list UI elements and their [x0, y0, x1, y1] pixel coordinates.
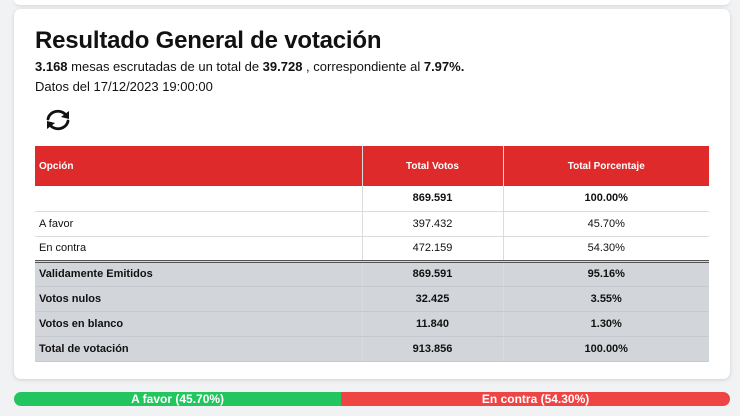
row-votes: 11.840 [361, 311, 503, 337]
table-row-total: 869.591 100.00% [35, 186, 709, 212]
page-title: Resultado General de votación [35, 27, 382, 54]
summary-row: Votos en blanco 11.840 1.30% [35, 311, 709, 337]
scrutiny-summary: 3.168 mesas escrutadas de un total de 39… [35, 59, 464, 74]
results-table: Opción Total Votos Total Porcentaje 869.… [35, 146, 709, 362]
column-header-percent: Total Porcentaje [502, 146, 709, 186]
summary-text-2: , correspondiente al [302, 59, 424, 74]
table-row: En contra 472.159 54.30% [35, 236, 709, 262]
row-option: Votos en blanco [35, 311, 362, 337]
row-percent: 95.16% [502, 259, 709, 287]
mesas-escrutadas-count: 3.168 [35, 59, 68, 74]
summary-row: Votos nulos 32.425 3.55% [35, 286, 709, 312]
scrutiny-percent: 7.97%. [423, 59, 465, 74]
row-option: En contra [35, 236, 362, 262]
refresh-button[interactable] [42, 107, 74, 133]
row-votes: 869.591 [361, 259, 503, 287]
row-option [35, 186, 362, 212]
row-votes: 913.856 [361, 336, 503, 362]
row-votes: 869.591 [361, 186, 503, 212]
row-votes: 32.425 [361, 286, 503, 312]
column-header-votes: Total Votos [361, 146, 503, 186]
contra-segment: En contra (54.30%) [341, 392, 730, 406]
row-votes: 397.432 [361, 211, 503, 237]
row-percent: 45.70% [502, 211, 709, 237]
summary-text-1: mesas escrutadas de un total de [67, 59, 263, 74]
row-votes: 472.159 [361, 236, 503, 262]
row-percent: 1.30% [502, 311, 709, 337]
favor-segment: A favor (45.70%) [14, 392, 342, 406]
previous-card-edge [14, 0, 730, 5]
mesas-total-count: 39.728 [262, 59, 303, 74]
row-option: Votos nulos [35, 286, 362, 312]
table-header-row: Opción Total Votos Total Porcentaje [35, 146, 709, 186]
summary-row: Validamente Emitidos 869.591 95.16% [35, 259, 709, 287]
refresh-icon [46, 109, 70, 131]
table-row: A favor 397.432 45.70% [35, 211, 709, 237]
row-option: Validamente Emitidos [35, 259, 362, 287]
row-percent: 54.30% [502, 236, 709, 262]
data-timestamp: Datos del 17/12/2023 19:00:00 [35, 79, 213, 94]
row-percent: 3.55% [502, 286, 709, 312]
row-option: A favor [35, 211, 362, 237]
results-card: Resultado General de votación 3.168 mesa… [14, 9, 730, 379]
vote-split-bar: A favor (45.70%) En contra (54.30%) [14, 392, 730, 406]
row-option: Total de votación [35, 336, 362, 362]
summary-row: Total de votación 913.856 100.00% [35, 336, 709, 362]
row-percent: 100.00% [502, 336, 709, 362]
row-percent: 100.00% [502, 186, 709, 212]
column-header-option: Opción [35, 146, 362, 186]
